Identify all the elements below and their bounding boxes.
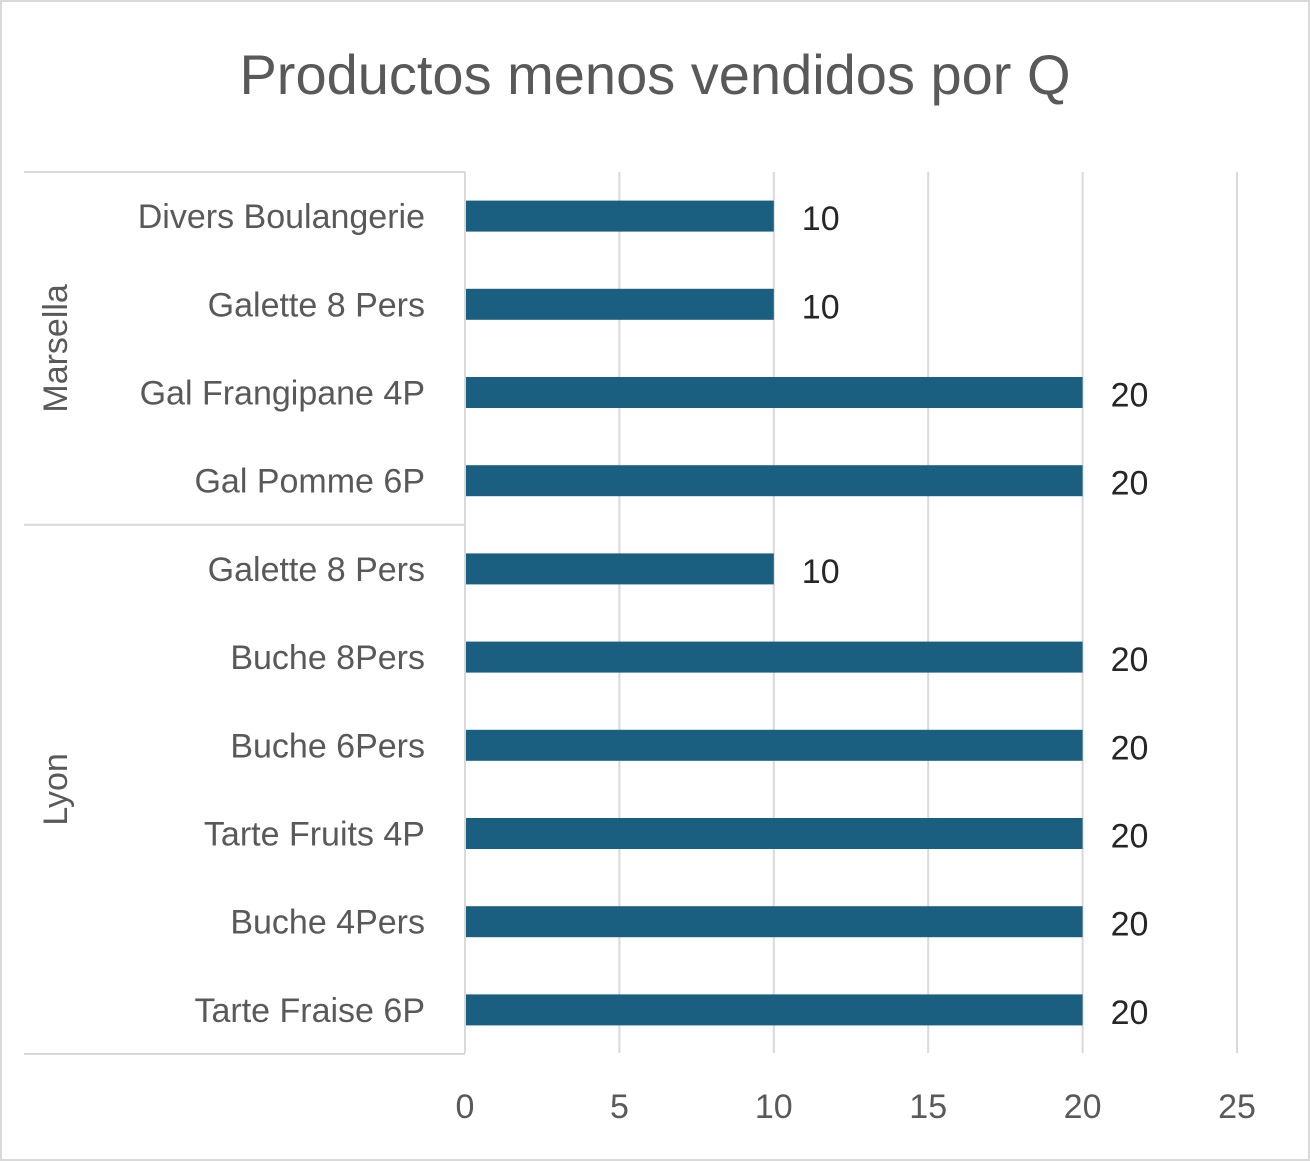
bar [466, 818, 1083, 849]
bar [466, 641, 1083, 673]
x-tick-label: 0 [456, 1088, 475, 1126]
category-label: Divers Boulangerie [138, 198, 425, 236]
bar [466, 729, 1083, 761]
category-label: Buche 4Pers [230, 904, 425, 942]
data-label: 20 [1111, 377, 1149, 415]
data-label: 20 [1111, 994, 1149, 1032]
x-tick-label: 25 [1218, 1088, 1256, 1126]
category-label: Buche 6Pers [230, 727, 425, 765]
chart-title: Productos menos vendidos por Q [239, 43, 1071, 106]
data-label: 20 [1111, 818, 1149, 856]
bar [466, 288, 774, 320]
bar [466, 906, 1083, 938]
data-label: 20 [1111, 641, 1149, 679]
x-tick-label: 15 [909, 1088, 947, 1126]
x-tick-label: 5 [610, 1088, 629, 1126]
category-label: Buche 8Pers [230, 639, 425, 677]
category-label: Gal Frangipane 4P [140, 375, 425, 413]
data-label: 20 [1111, 465, 1149, 503]
data-label: 10 [802, 288, 840, 326]
x-tick-label: 10 [755, 1088, 793, 1126]
group-label: Marsella [37, 284, 75, 413]
group-label: Lyon [37, 753, 75, 825]
category-label: Tarte Fraise 6P [194, 992, 425, 1030]
x-tick-label: 20 [1064, 1088, 1102, 1126]
bar [466, 377, 1083, 408]
bar [466, 553, 774, 585]
data-label: 10 [802, 553, 840, 591]
category-label: Tarte Fruits 4P [204, 816, 425, 854]
category-label: Galette 8 Pers [208, 286, 425, 324]
bar [466, 200, 774, 232]
data-label: 20 [1111, 906, 1149, 944]
data-label: 20 [1111, 729, 1149, 767]
bar [466, 465, 1083, 497]
bar [466, 994, 1083, 1026]
data-label: 10 [802, 200, 840, 238]
category-label: Gal Pomme 6P [194, 463, 425, 501]
category-label: Galette 8 Pers [208, 551, 425, 589]
